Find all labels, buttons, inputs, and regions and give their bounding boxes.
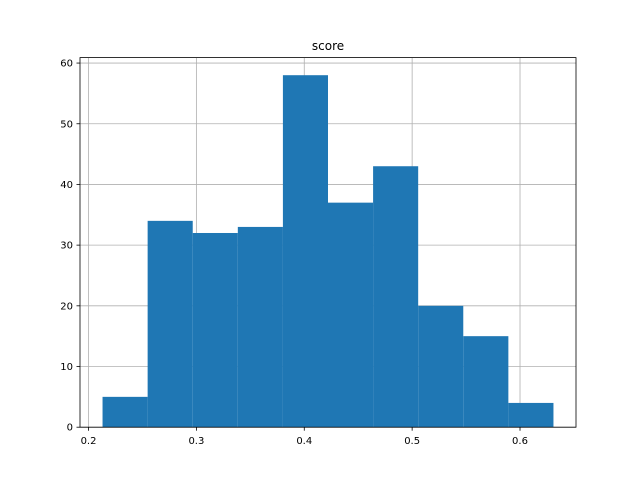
bar	[373, 166, 419, 428]
bar	[237, 226, 283, 428]
bar	[463, 336, 509, 428]
y-tick-label: 40	[60, 180, 73, 191]
y-tick-label: 50	[60, 119, 73, 130]
y-tick-label: 0	[67, 423, 73, 434]
bar	[418, 305, 464, 428]
x-tick-label: 0.5	[404, 436, 420, 447]
y-tick-label: 10	[60, 362, 73, 373]
x-tick-label: 0.6	[512, 436, 528, 447]
y-tick-label: 60	[60, 59, 73, 70]
bar	[102, 396, 148, 428]
bar	[508, 402, 554, 428]
bar	[282, 75, 328, 428]
bars	[102, 75, 554, 428]
bar	[328, 202, 374, 428]
bar	[147, 220, 193, 428]
axes-frame	[79, 57, 577, 428]
x-tick-label: 0.4	[296, 436, 312, 447]
x-tick-label: 0.2	[81, 436, 97, 447]
y-tick-label: 30	[60, 241, 73, 252]
y-tick-label: 20	[60, 301, 73, 312]
chart-title: score	[312, 39, 344, 53]
bar	[192, 232, 238, 428]
x-tick-label: 0.3	[188, 436, 204, 447]
